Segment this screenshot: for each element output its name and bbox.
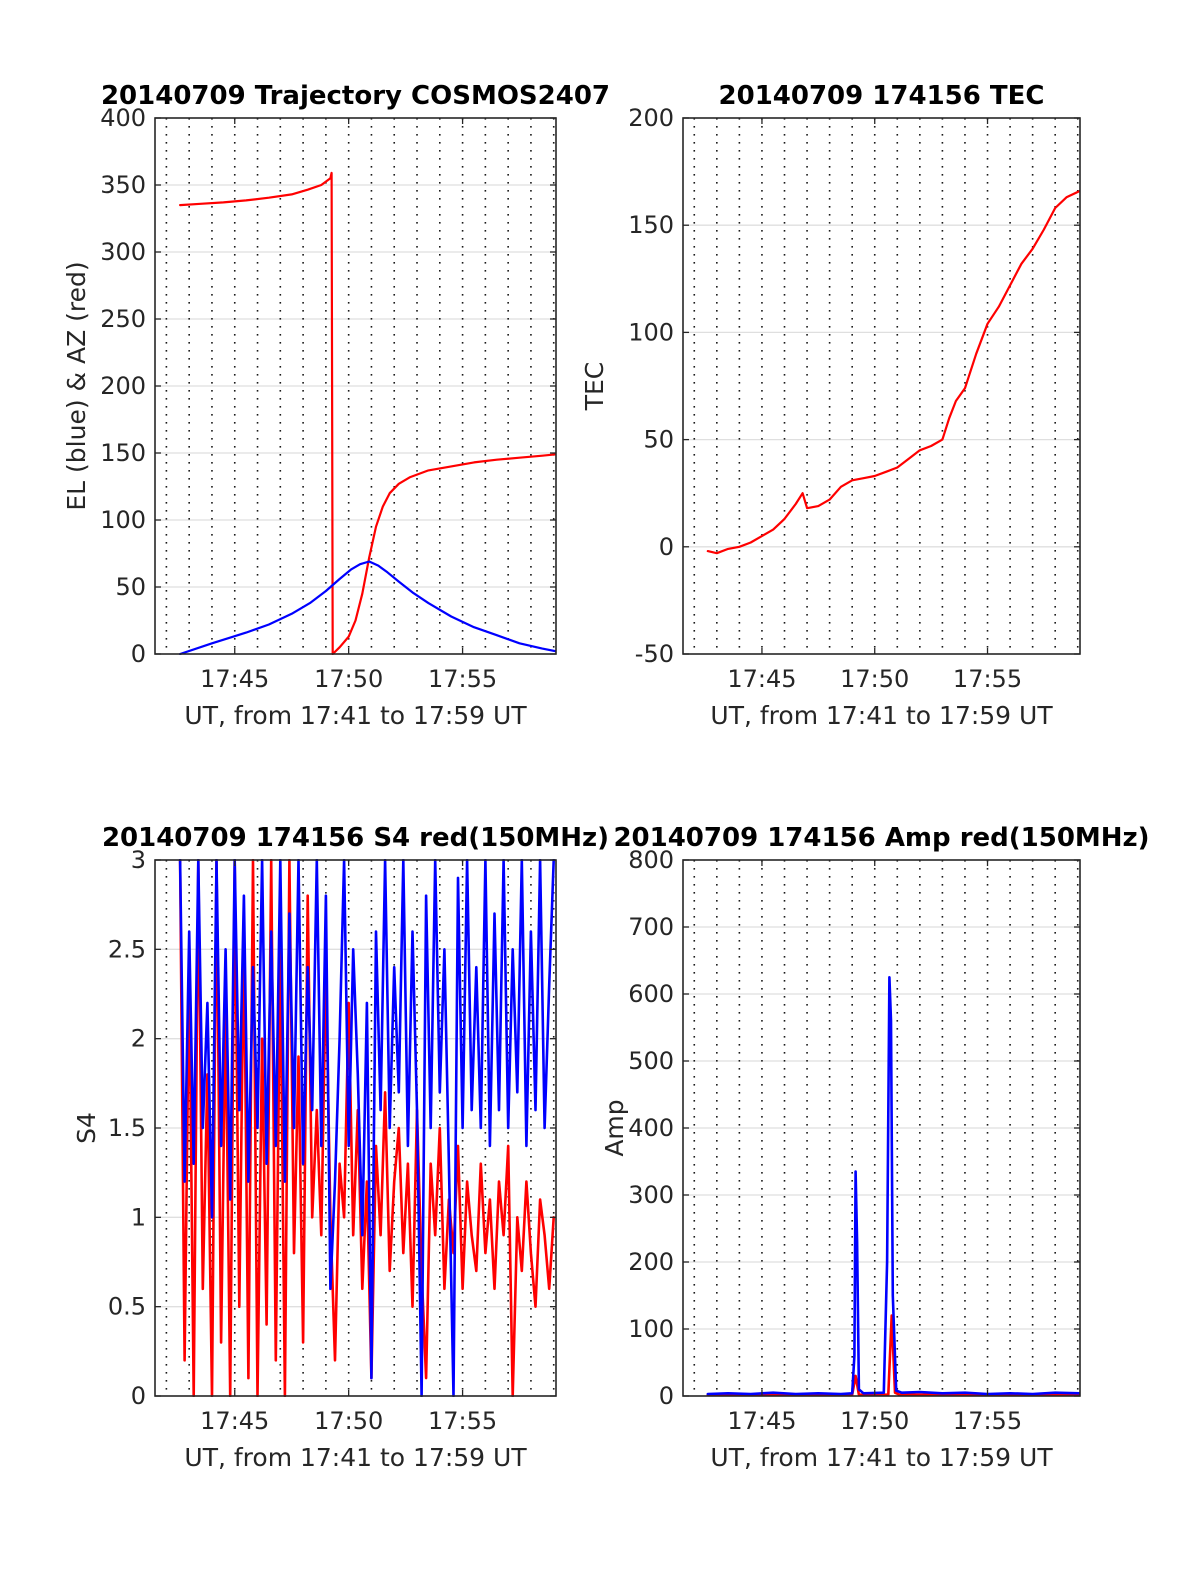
y-tick-label: 200: [628, 104, 674, 132]
series-group: [178, 859, 555, 1397]
plot-area: [683, 118, 1080, 654]
y-tick-label: 0: [131, 1382, 146, 1410]
x-axis-label: UT, from 17:41 to 17:59 UT: [184, 701, 527, 730]
y-tick-label: 150: [100, 439, 146, 467]
series-blue-line: [179, 560, 556, 655]
y-tick-label: 400: [628, 1114, 674, 1142]
x-tick-label: 17:45: [200, 665, 269, 693]
y-tick-label: 1.5: [108, 1114, 146, 1142]
x-tick-label: 17:50: [840, 1407, 909, 1435]
x-tick-label: 17:55: [428, 665, 497, 693]
chart-title: 20140709 174156 Amp red(150MHz): [613, 823, 1149, 853]
y-axis-label: TEC: [580, 362, 609, 412]
y-tick-label: 200: [628, 1248, 674, 1276]
y-tick-label: 50: [643, 426, 674, 454]
series-blue-line: [706, 976, 1080, 1396]
y-tick-label: 300: [100, 238, 146, 266]
y-tick-label: 100: [628, 1315, 674, 1343]
y-tick-label: 700: [628, 913, 674, 941]
x-tick-label: 17:55: [953, 665, 1022, 693]
series-red-line: [706, 189, 1080, 555]
x-tick-label: 17:50: [314, 1407, 383, 1435]
y-tick-label: 100: [100, 506, 146, 534]
chart-s4: 0 0.5 1 1.5 2 2.5 3 17:45 17:50 17:55 20140709 174…: [72, 823, 609, 1472]
series-red-line: [179, 171, 556, 655]
x-tick-label: 17:45: [727, 665, 796, 693]
chart-title: 20140709 174156 S4 red(150MHz): [102, 823, 609, 853]
y-tick-label: 500: [628, 1047, 674, 1075]
y-tick-label: 350: [100, 171, 146, 199]
y-tick-label: 3: [131, 846, 146, 874]
x-tick-label: 17:50: [314, 665, 383, 693]
x-axis-label: UT, from 17:41 to 17:59 UT: [710, 1443, 1053, 1472]
x-tick-label: 17:45: [727, 1407, 796, 1435]
y-tick-label: 50: [115, 573, 146, 601]
chart-amp: 0 100 200 300 400 500 600 700 800 17:45 17:50 17:55…: [600, 823, 1150, 1472]
y-tick-label: 2.5: [108, 935, 146, 963]
series-blue-line: [178, 859, 555, 1397]
y-tick-label: 300: [628, 1181, 674, 1209]
y-axis-label: S4: [72, 1112, 101, 1144]
x-axis-label: UT, from 17:41 to 17:59 UT: [710, 701, 1053, 730]
y-tick-label: 0: [659, 533, 674, 561]
series-group: [179, 171, 556, 655]
y-tick-label: 0: [131, 640, 146, 668]
chart-trajectory: 0 50 100 150 200 250 300 350 400 17:45 17:50 17:55 2…: [62, 81, 610, 730]
plot-frame: [682, 117, 1081, 655]
x-tick-label: 17:55: [428, 1407, 497, 1435]
chart-tec: -50 0 50 100 150 200 17:45 17:50 17:55 20140709 1…: [580, 81, 1081, 730]
y-tick-label: 400: [100, 104, 146, 132]
y-axis-label: Amp: [600, 1099, 629, 1156]
series-red-line: [178, 859, 555, 1397]
y-tick-label: 600: [628, 980, 674, 1008]
series-group: [706, 189, 1080, 555]
y-tick-label: 150: [628, 211, 674, 239]
y-tick-label: 2: [131, 1025, 146, 1053]
y-tick-label: 100: [628, 318, 674, 346]
x-tick-label: 17:55: [953, 1407, 1022, 1435]
y-tick-label: 200: [100, 372, 146, 400]
x-axis-label: UT, from 17:41 to 17:59 UT: [184, 1443, 527, 1472]
y-tick-label: 250: [100, 305, 146, 333]
y-tick-label: 0: [659, 1382, 674, 1410]
y-tick-label: 0.5: [108, 1293, 146, 1321]
series-group: [706, 976, 1080, 1396]
y-tick-label: 800: [628, 846, 674, 874]
chart-title: 20140709 174156 TEC: [719, 81, 1045, 111]
x-tick-label: 17:50: [840, 665, 909, 693]
y-tick-label: -50: [635, 640, 674, 668]
chart-title: 20140709 Trajectory COSMOS2407: [101, 81, 610, 111]
y-tick-label: 1: [131, 1203, 146, 1231]
x-tick-label: 17:45: [200, 1407, 269, 1435]
y-axis-label: EL (blue) & AZ (red): [62, 261, 91, 510]
